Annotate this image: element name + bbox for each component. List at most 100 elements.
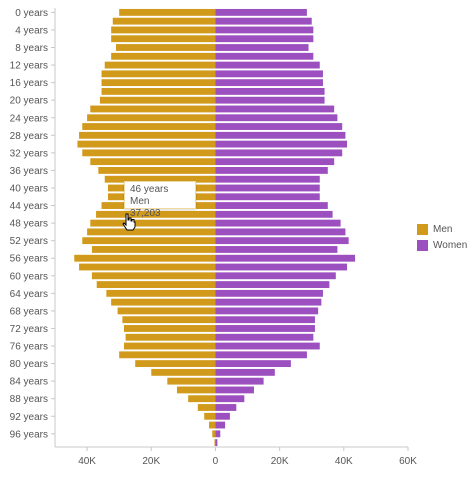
bar-women[interactable] [215,404,237,411]
bar-women[interactable] [215,61,320,69]
bar-women[interactable] [215,254,356,262]
bar-men[interactable] [79,131,216,139]
bar-women[interactable] [215,167,328,174]
bar-women[interactable] [215,360,291,368]
bar-women[interactable] [215,412,230,420]
bar-women[interactable] [215,17,312,25]
bar-men[interactable] [111,35,216,43]
bar-women[interactable] [215,52,314,60]
bar-women[interactable] [215,430,221,438]
bar-men[interactable] [123,342,216,350]
bar-women[interactable] [215,114,338,122]
bar-men[interactable] [90,219,216,227]
bar-men[interactable] [74,254,216,262]
bar-men[interactable] [115,44,216,51]
bar-men[interactable] [79,263,216,271]
bar-men[interactable] [135,360,216,368]
bar-men[interactable] [82,123,216,130]
bar-women[interactable] [215,96,325,104]
bar-women[interactable] [215,202,328,209]
bar-men[interactable] [214,439,216,447]
bar-men[interactable] [151,368,216,376]
bar-women[interactable] [215,298,322,306]
bar-women[interactable] [215,325,315,332]
bar-men[interactable] [111,26,216,34]
bar-men[interactable] [96,210,216,218]
bar-women[interactable] [215,439,218,447]
bar-men[interactable] [101,87,216,95]
bar-men[interactable] [101,70,216,78]
bar-women[interactable] [215,123,343,130]
bar-men[interactable] [98,167,216,174]
bar-women[interactable] [215,149,343,157]
bar-women[interactable] [215,131,346,139]
bar-men[interactable] [91,272,216,280]
bar-women[interactable] [215,342,320,350]
bar-men[interactable] [111,52,216,60]
bar-women[interactable] [215,272,336,280]
legend-item-men[interactable]: Men [417,224,467,235]
bar-men[interactable] [204,412,216,420]
bar-women[interactable] [215,44,309,51]
bar-men[interactable] [197,404,216,411]
bar-men[interactable] [112,17,216,25]
bar-women[interactable] [215,351,307,359]
bar-men[interactable] [104,175,216,183]
bar-men[interactable] [119,8,216,16]
bar-men[interactable] [212,430,216,438]
bar-women[interactable] [215,219,341,227]
bar-men[interactable] [117,307,216,315]
bar-men[interactable] [90,105,216,113]
bar-men[interactable] [87,114,216,122]
bar-women[interactable] [215,421,226,429]
bar-women[interactable] [215,70,323,78]
bar-women[interactable] [215,8,307,16]
bar-men[interactable] [87,228,216,236]
bar-men[interactable] [125,333,216,341]
bar-women[interactable] [215,263,348,271]
bar-women[interactable] [215,158,335,166]
legend-item-women[interactable]: Women [417,240,467,251]
bar-men[interactable] [188,395,216,403]
bar-men[interactable] [99,96,216,104]
bar-men[interactable] [82,237,216,245]
bar-men[interactable] [111,298,216,306]
bar-men[interactable] [96,281,216,288]
bar-men[interactable] [119,351,216,359]
bar-women[interactable] [215,105,335,113]
bar-men[interactable] [82,149,216,157]
bar-women[interactable] [215,368,275,376]
bar-men[interactable] [104,61,216,69]
bar-women[interactable] [215,333,314,341]
bar-women[interactable] [215,307,319,315]
bar-women[interactable] [215,87,325,95]
bar-women[interactable] [215,140,348,148]
bar-men[interactable] [176,386,216,394]
bar-women[interactable] [215,175,320,183]
bar-women[interactable] [215,228,346,236]
bar-women[interactable] [215,184,320,192]
bar-men[interactable] [167,377,216,385]
bar-men[interactable] [123,325,216,332]
bar-men[interactable] [101,79,216,87]
bar-men[interactable] [106,289,216,297]
bar-men[interactable] [209,421,216,429]
bar-men[interactable] [77,140,216,148]
bar-men[interactable] [122,316,216,324]
bar-women[interactable] [215,210,333,218]
bar-women[interactable] [215,79,323,87]
bar-women[interactable] [215,377,264,385]
bar-women[interactable] [215,289,323,297]
bar-women[interactable] [215,395,245,403]
bar-women[interactable] [215,35,314,43]
bar-women[interactable] [215,237,349,245]
bar-women[interactable] [215,281,330,288]
bar-women[interactable] [215,316,315,324]
y-tick-label: 92 years [10,412,48,423]
bar-men[interactable] [90,158,216,166]
bar-men[interactable] [91,246,216,253]
bar-women[interactable] [215,193,320,201]
bar-women[interactable] [215,386,254,394]
bar-women[interactable] [215,246,338,253]
bar-women[interactable] [215,26,314,34]
